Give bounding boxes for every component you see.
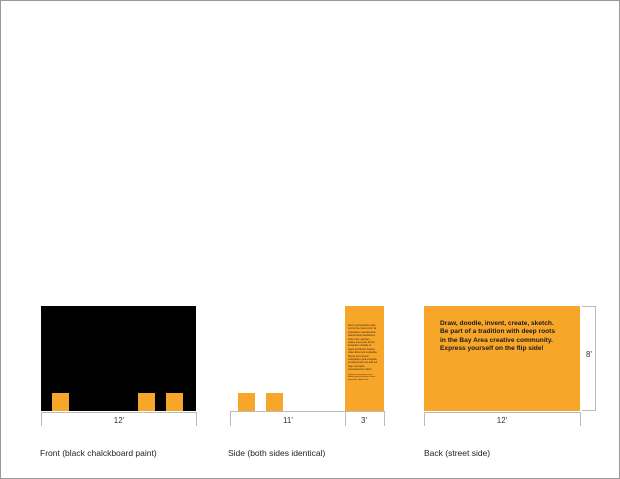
side-dimension-tick-right [384,411,385,426]
back-board [424,306,580,411]
back-message: Draw, doodle, invent, create, sketch. Be… [440,320,578,354]
side-end-panel [345,306,384,411]
back-height-tick-top [582,306,596,307]
front-width-label: 12' [113,416,125,425]
side-end-panel-text: Sed ut perspiciatis unde omnis iste natu… [348,324,378,370]
front-orange-square-1 [52,393,69,411]
front-orange-square-3 [166,393,183,411]
back-height-label: 8' [586,350,592,359]
back-dimension-tick-right [580,412,581,426]
back-message-line-2: Be part of a tradition with deep roots [440,328,556,336]
side-orange-square-2 [266,393,283,411]
front-caption: Front (black chalckboard paint) [40,448,157,458]
side-dimension-line [230,411,384,412]
front-dimension-line [41,412,196,413]
back-height-line [595,306,596,411]
side-orange-square-1 [238,393,255,411]
side-end-panel-footer: Neque porro quisquam est, qui dolorem ip… [348,374,376,381]
front-dimension-tick-right [196,412,197,426]
back-height-tick-bottom [582,410,596,411]
side-end-width-label: 3' [361,416,367,425]
back-width-label: 12' [496,416,508,425]
front-dimension-tick-left [41,412,42,426]
back-caption: Back (street side) [424,448,491,458]
side-dimension-tick-middle [345,411,346,426]
back-message-line-3: in the Bay Area creative community. [440,336,553,344]
side-dimension-tick-left [230,411,231,426]
back-dimension-line [424,412,580,413]
back-dimension-tick-left [424,412,425,426]
side-caption: Side (both sides identical) [228,448,326,458]
front-orange-square-2 [138,393,155,411]
back-message-line-1: Draw, doodle, invent, create, sketch. [440,320,554,327]
back-message-line-4: Express yourself on the flip side! [440,345,544,353]
side-width-label: 11' [283,416,293,425]
